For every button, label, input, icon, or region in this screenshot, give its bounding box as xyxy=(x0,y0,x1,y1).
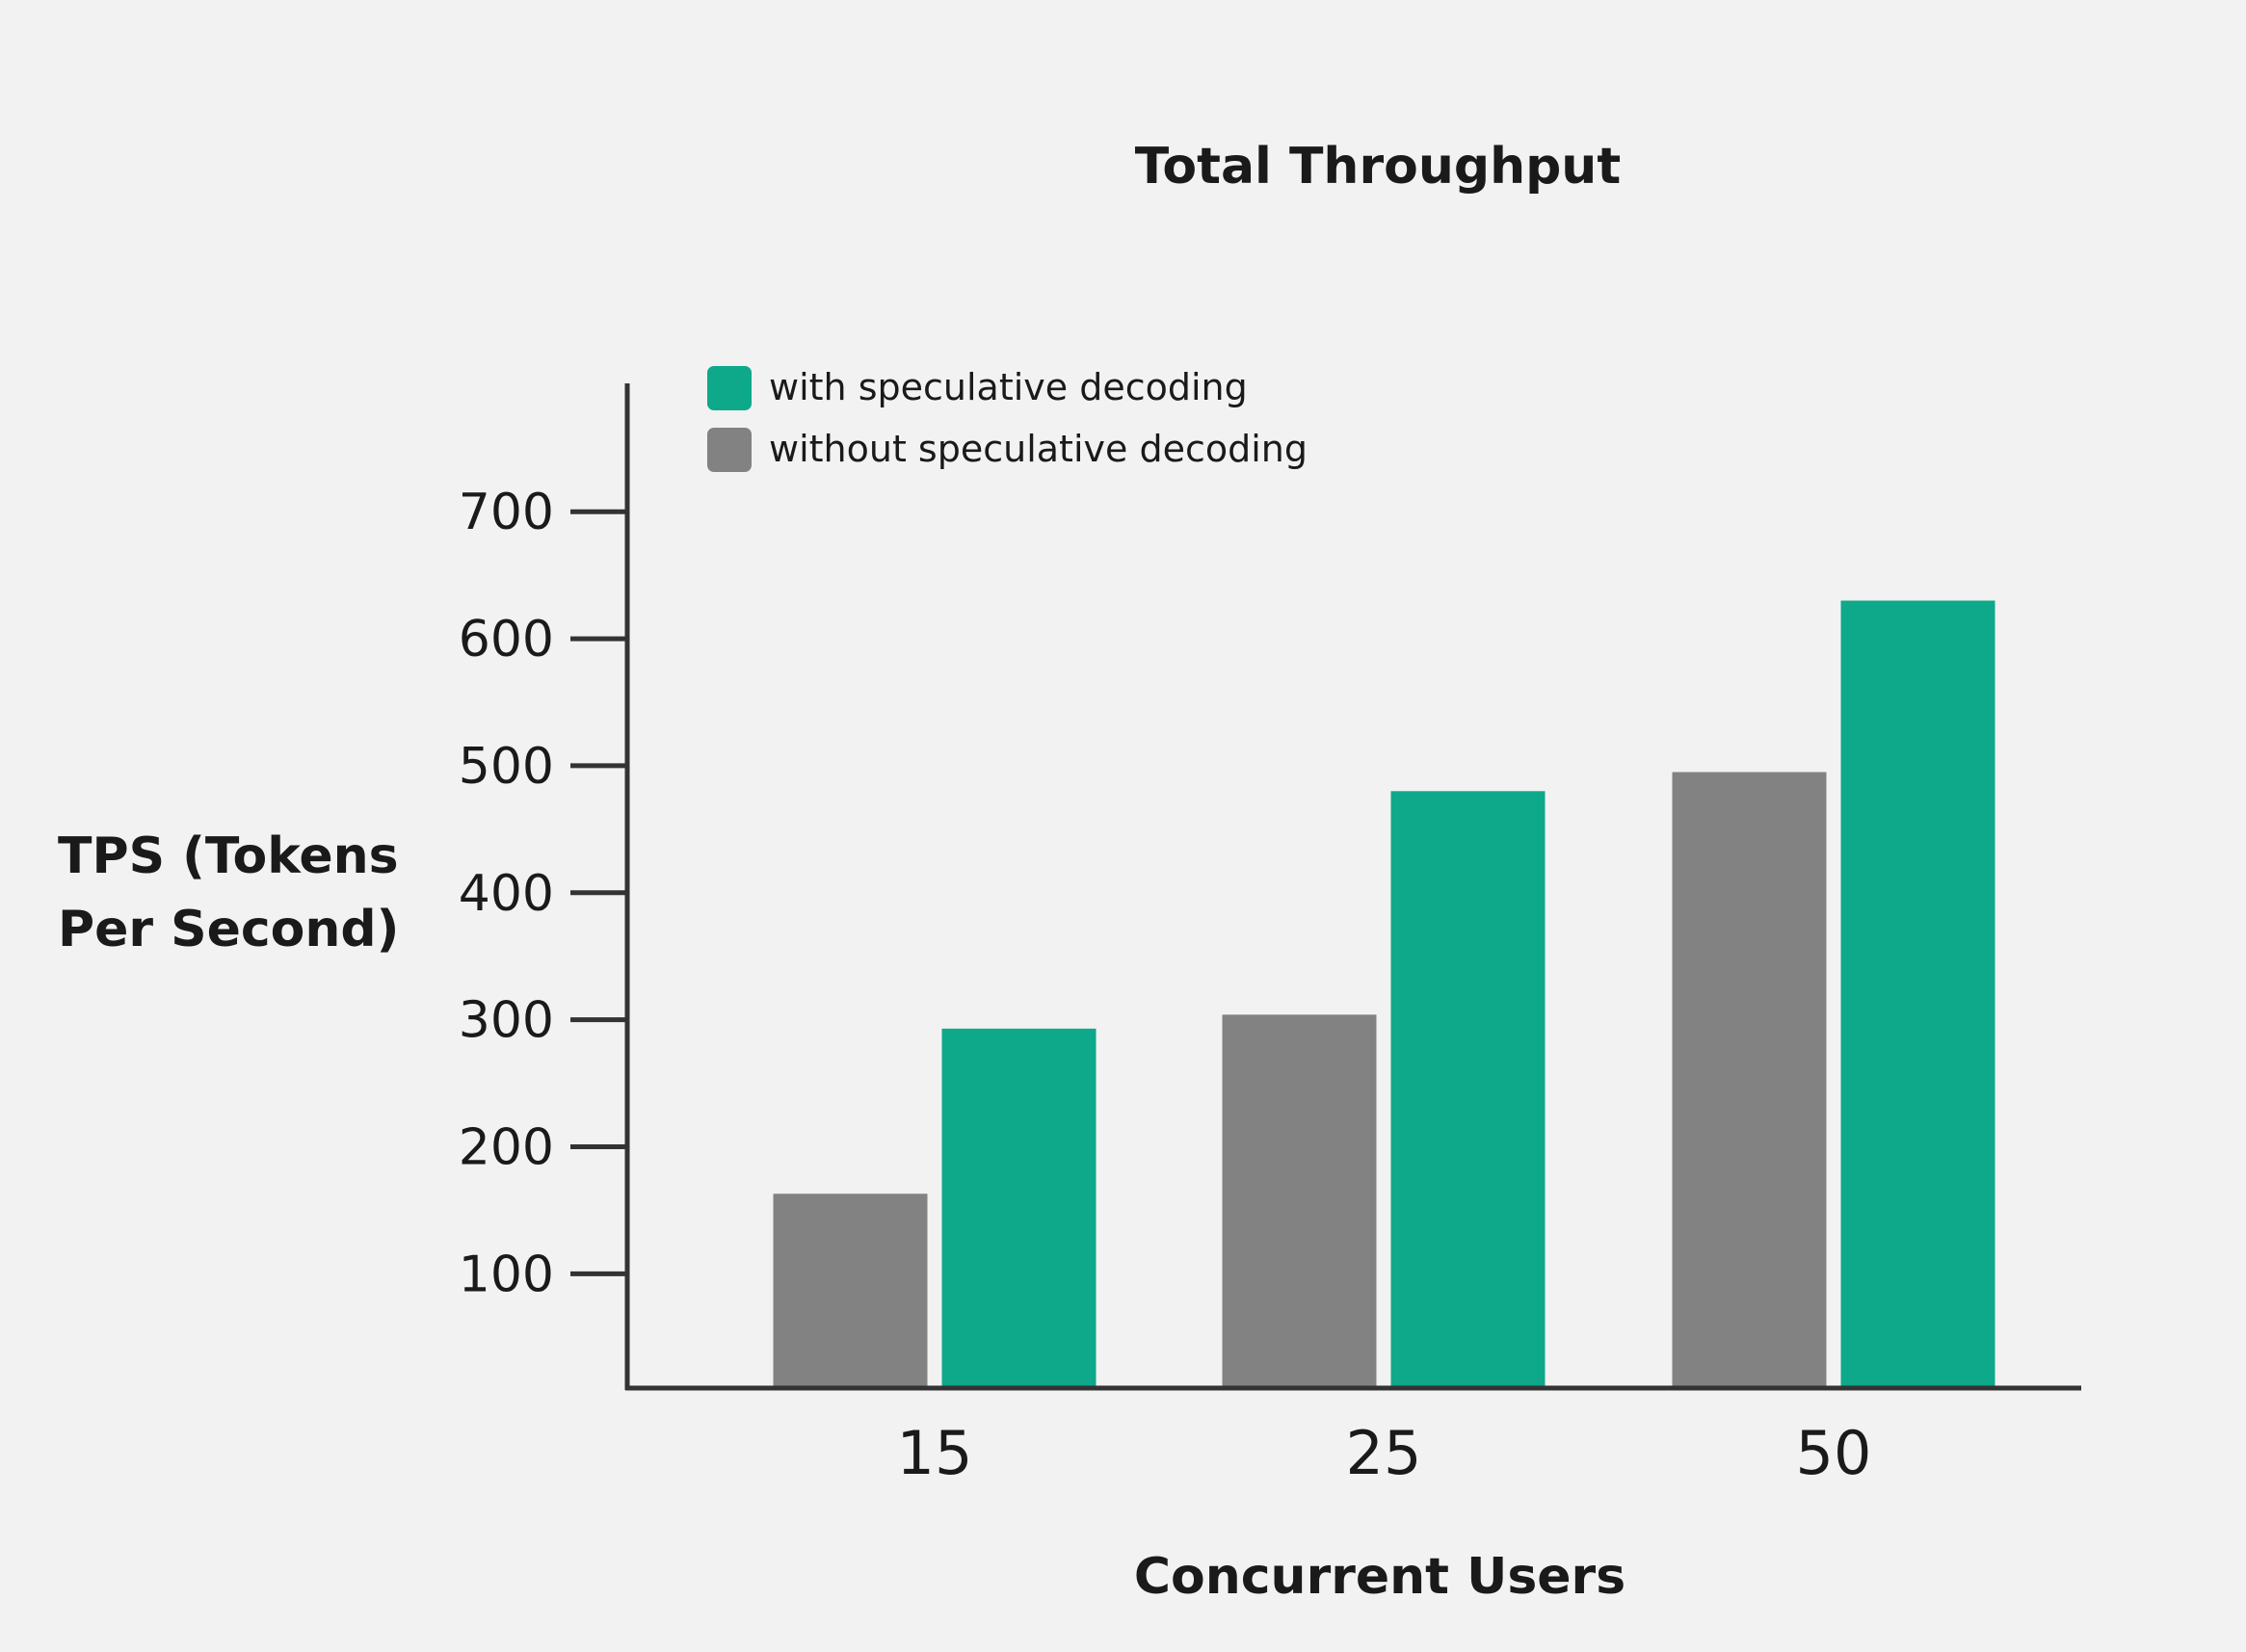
bars-group xyxy=(773,600,1995,1388)
y-tick-label-600: 600 xyxy=(459,611,554,669)
y-ticks-group: 100 200 300 400 500 600 700 xyxy=(459,484,627,1303)
bar-without-25 xyxy=(1222,1014,1377,1388)
bar-without-50 xyxy=(1672,772,1827,1388)
bar-with-25 xyxy=(1390,791,1546,1388)
bar-with-50 xyxy=(1840,600,1995,1388)
x-ticks-group: 15 25 50 xyxy=(897,1418,1872,1488)
legend-label-with: with speculative decoding xyxy=(769,366,1248,408)
legend-swatch-without xyxy=(707,428,752,472)
legend-label-without: without speculative decoding xyxy=(769,428,1308,470)
y-tick-label-200: 200 xyxy=(459,1118,554,1176)
bar-without-15 xyxy=(773,1193,928,1388)
x-tick-label-50: 50 xyxy=(1796,1418,1872,1488)
y-tick-label-100: 100 xyxy=(459,1246,554,1303)
x-tick-label-25: 25 xyxy=(1346,1418,1422,1488)
bar-with-15 xyxy=(941,1028,1097,1388)
y-tick-label-400: 400 xyxy=(459,865,554,923)
legend-swatch-with xyxy=(707,366,752,410)
y-axis-title: TPS (Tokens Per Second) xyxy=(58,827,416,958)
y-axis-title-line-1: TPS (Tokens xyxy=(58,827,399,885)
chart-title: Total Throughput xyxy=(1135,138,1621,196)
y-axis-title-line-2: Per Second) xyxy=(58,901,399,958)
y-tick-label-700: 700 xyxy=(459,484,554,541)
x-tick-label-15: 15 xyxy=(897,1418,973,1488)
legend: with speculative decoding without specula… xyxy=(707,366,1308,472)
y-tick-label-300: 300 xyxy=(459,992,554,1050)
y-tick-label-500: 500 xyxy=(459,738,554,796)
x-axis-title: Concurrent Users xyxy=(1134,1548,1625,1606)
